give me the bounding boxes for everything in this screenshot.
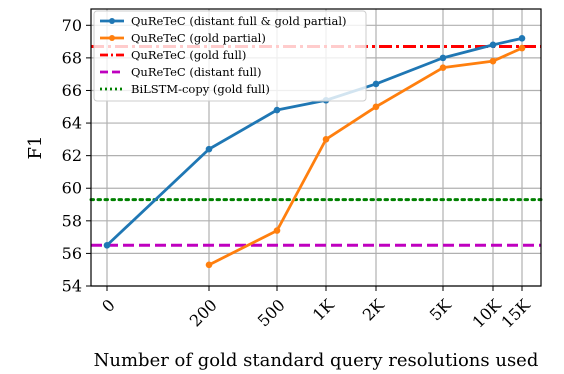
legend-box — [93, 10, 367, 102]
x-tick-label: 10K — [469, 295, 506, 332]
x-tick-label: 200 — [186, 295, 221, 330]
data-point — [205, 261, 213, 269]
y-axis-ticks: 54 56 58 60 62 64 66 68 70 — [62, 16, 91, 296]
y-tick-label: 56 — [62, 244, 82, 263]
y-tick-label: 66 — [62, 81, 82, 100]
data-point — [439, 54, 447, 62]
data-point — [439, 64, 447, 71]
y-tick-label: 68 — [62, 48, 82, 67]
data-point — [489, 57, 497, 65]
legend-marker — [109, 35, 115, 41]
x-axis-title: Number of gold standard query resolution… — [94, 350, 539, 371]
data-point — [518, 44, 526, 52]
data-point — [518, 35, 526, 42]
x-tick-label: 15K — [498, 295, 535, 332]
data-point — [322, 136, 330, 143]
y-tick-label: 58 — [62, 211, 82, 230]
x-tick-label: 2K — [359, 295, 389, 325]
legend-label: QuReTeC (distant full & gold partial) — [131, 14, 347, 28]
data-point — [372, 80, 380, 88]
data-point — [273, 106, 281, 114]
plot-frame — [90, 8, 542, 287]
y-tick-label: 60 — [62, 179, 82, 198]
y-tick-label: 64 — [62, 114, 82, 133]
y-tick-label: 54 — [62, 277, 82, 296]
data-point — [103, 241, 111, 249]
legend-label: BiLSTM-copy (gold full) — [131, 82, 270, 96]
y-tick-label: 62 — [62, 146, 82, 165]
data-point — [489, 41, 497, 49]
legend-marker — [109, 18, 115, 24]
x-tick-label: 1K — [309, 295, 339, 325]
legend-label: QuReTeC (distant full) — [131, 65, 261, 79]
data-point — [273, 227, 281, 234]
x-tick-label: 500 — [254, 295, 289, 330]
legend-label: QuReTeC (gold full) — [131, 48, 246, 62]
x-tick-label: 0 — [98, 295, 119, 316]
x-tick-label: 5K — [426, 295, 456, 325]
y-tick-label: 70 — [62, 16, 82, 35]
data-point — [205, 145, 213, 153]
legend-label: QuReTeC (gold partial) — [131, 31, 266, 45]
legend: QuReTeC (distant full & gold partial) QuR… — [93, 10, 367, 102]
y-axis-title: F1 — [25, 136, 46, 160]
data-point — [372, 103, 380, 111]
